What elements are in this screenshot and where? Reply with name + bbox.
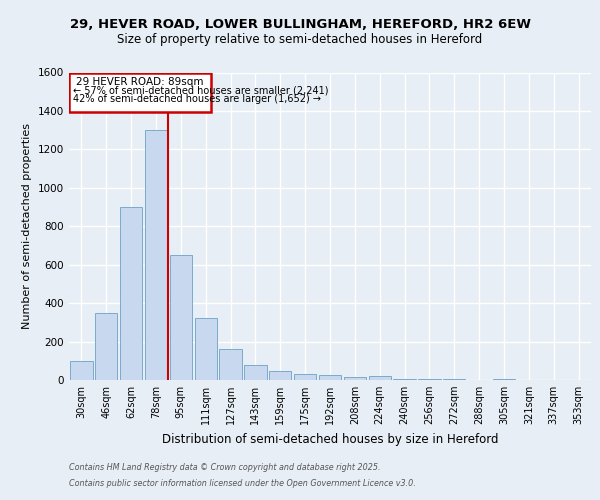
Bar xyxy=(394,379,416,380)
Text: Contains public sector information licensed under the Open Government Licence v3: Contains public sector information licen… xyxy=(69,478,416,488)
Bar xyxy=(493,379,515,380)
Bar xyxy=(443,379,466,380)
Bar xyxy=(418,379,440,380)
Bar xyxy=(170,255,192,380)
Bar xyxy=(95,312,118,380)
Text: 29, HEVER ROAD, LOWER BULLINGHAM, HEREFORD, HR2 6EW: 29, HEVER ROAD, LOWER BULLINGHAM, HEREFO… xyxy=(70,18,530,30)
Bar xyxy=(220,349,242,380)
Bar xyxy=(294,374,316,380)
Bar xyxy=(70,361,92,380)
X-axis label: Distribution of semi-detached houses by size in Hereford: Distribution of semi-detached houses by … xyxy=(162,432,498,446)
Bar xyxy=(244,364,266,380)
Y-axis label: Number of semi-detached properties: Number of semi-detached properties xyxy=(22,123,32,329)
Text: 29 HEVER ROAD: 89sqm: 29 HEVER ROAD: 89sqm xyxy=(76,78,203,88)
FancyBboxPatch shape xyxy=(69,74,211,112)
Bar xyxy=(368,376,391,380)
Bar xyxy=(319,375,341,380)
Bar xyxy=(344,377,366,380)
Bar xyxy=(269,372,292,380)
Bar xyxy=(194,318,217,380)
Text: 42% of semi-detached houses are larger (1,652) →: 42% of semi-detached houses are larger (… xyxy=(73,94,321,104)
Text: Contains HM Land Registry data © Crown copyright and database right 2025.: Contains HM Land Registry data © Crown c… xyxy=(69,464,380,472)
Text: ← 57% of semi-detached houses are smaller (2,241): ← 57% of semi-detached houses are smalle… xyxy=(73,86,328,96)
Bar xyxy=(120,207,142,380)
Text: Size of property relative to semi-detached houses in Hereford: Size of property relative to semi-detach… xyxy=(118,32,482,46)
Bar xyxy=(145,130,167,380)
